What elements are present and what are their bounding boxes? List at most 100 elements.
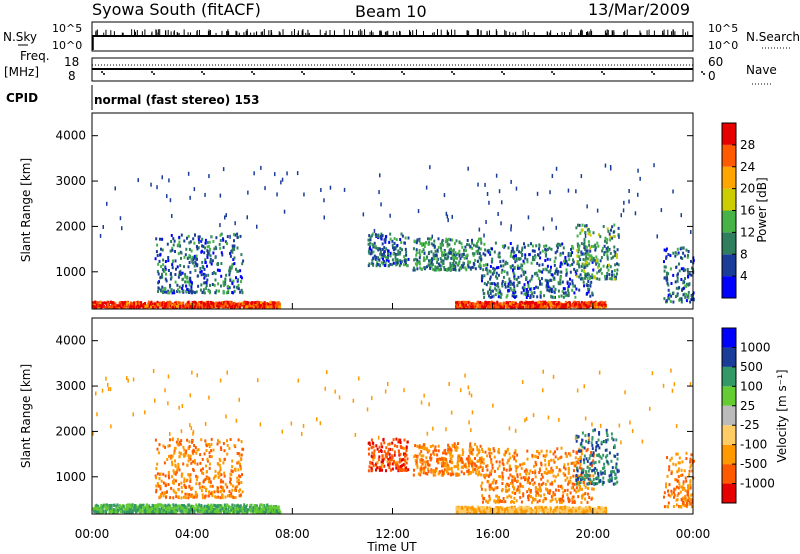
velocity-cell bbox=[387, 463, 390, 467]
power-ylabel: Slant Range [km] bbox=[19, 158, 33, 262]
power-cell bbox=[372, 250, 375, 254]
power-cell bbox=[232, 279, 235, 283]
power-cell bbox=[509, 283, 512, 287]
power-cell bbox=[554, 251, 557, 255]
power-cell bbox=[452, 261, 455, 265]
power-cell bbox=[549, 288, 552, 292]
power-cell bbox=[478, 263, 481, 266]
power-colorbar-tick-label: 4 bbox=[740, 269, 748, 283]
power-cell bbox=[535, 301, 538, 305]
power-cell bbox=[421, 243, 424, 247]
velocity-cell bbox=[372, 457, 375, 461]
velocity-cell bbox=[381, 454, 384, 458]
power-cell bbox=[387, 264, 390, 268]
power-cell bbox=[101, 303, 104, 307]
power-cell bbox=[467, 265, 470, 269]
power-cell bbox=[603, 251, 606, 255]
power-colorbar-swatch bbox=[722, 166, 736, 189]
power-cell bbox=[276, 304, 278, 308]
power-cell bbox=[247, 302, 250, 306]
power-cell bbox=[506, 304, 509, 308]
power-cell bbox=[689, 300, 692, 304]
power-cell bbox=[543, 305, 546, 309]
power-cell bbox=[430, 242, 433, 246]
velocity-cell bbox=[165, 491, 168, 494]
power-cell bbox=[512, 271, 515, 275]
power-cell bbox=[193, 254, 196, 258]
velocity-cell bbox=[222, 442, 225, 445]
power-cell bbox=[391, 258, 394, 262]
power-cell bbox=[570, 247, 572, 251]
freq-tick-bottom: 8 bbox=[68, 69, 76, 83]
velocity-cell bbox=[223, 474, 226, 478]
power-cell bbox=[206, 305, 209, 309]
power-cell bbox=[562, 304, 565, 308]
power-cell bbox=[189, 279, 192, 283]
power-cell bbox=[274, 304, 277, 307]
power-cell bbox=[200, 300, 203, 304]
power-cell bbox=[520, 302, 523, 306]
power-cell bbox=[551, 290, 553, 294]
velocity-cell bbox=[167, 474, 170, 478]
date-label: 13/Mar/2009 bbox=[588, 0, 690, 19]
power-cell bbox=[543, 244, 546, 248]
power-cell bbox=[180, 256, 182, 260]
velocity-cell bbox=[134, 509, 137, 512]
power-cell bbox=[586, 284, 589, 288]
power-cell bbox=[192, 303, 195, 307]
power-cell bbox=[587, 287, 590, 291]
power-cell bbox=[234, 221, 236, 226]
nave-dip bbox=[401, 71, 403, 73]
power-cell bbox=[196, 247, 199, 251]
power-cell bbox=[214, 278, 217, 282]
power-cell bbox=[260, 301, 262, 305]
power-cell bbox=[534, 272, 536, 276]
power-cell bbox=[548, 302, 551, 306]
velocity-cell bbox=[230, 506, 233, 510]
velocity-cell bbox=[275, 508, 278, 511]
velocity-cell bbox=[142, 503, 145, 507]
power-cell bbox=[489, 282, 492, 286]
nave-dip bbox=[103, 73, 105, 75]
power-cell bbox=[177, 301, 180, 305]
velocity-cell bbox=[155, 509, 158, 513]
power-cell bbox=[206, 241, 209, 244]
power-cell bbox=[513, 275, 516, 279]
power-cell bbox=[585, 255, 588, 259]
power-cell bbox=[155, 237, 158, 241]
power-cell bbox=[208, 249, 211, 253]
power-cell bbox=[221, 253, 224, 257]
velocity-cell bbox=[162, 506, 165, 510]
power-cell bbox=[186, 236, 188, 240]
power-cell bbox=[189, 195, 191, 200]
power-colorbar-swatch bbox=[722, 144, 736, 167]
velocity-cell bbox=[189, 494, 192, 498]
velocity-cell bbox=[273, 509, 276, 513]
power-cell bbox=[416, 267, 419, 271]
power-cell bbox=[544, 251, 547, 255]
power-cell bbox=[680, 213, 682, 218]
power-cell bbox=[427, 237, 430, 241]
power-cell bbox=[378, 190, 380, 195]
power-cell bbox=[240, 253, 243, 257]
power-cell bbox=[187, 234, 190, 238]
power-cell bbox=[539, 291, 542, 295]
power-cell bbox=[578, 263, 581, 267]
power-cell bbox=[521, 248, 524, 252]
power-cell bbox=[272, 304, 275, 308]
power-cell bbox=[170, 276, 173, 279]
velocity-cell bbox=[223, 503, 226, 507]
nave-dip bbox=[553, 73, 555, 75]
power-cell bbox=[531, 292, 534, 296]
power-cell bbox=[430, 259, 432, 262]
power-cell bbox=[394, 261, 397, 265]
power-cell bbox=[610, 228, 612, 232]
power-colorbar-tick-label: 20 bbox=[740, 182, 755, 196]
power-cell bbox=[231, 305, 234, 309]
power-cell bbox=[582, 262, 585, 266]
velocity-cell bbox=[188, 440, 191, 444]
velocity-cell bbox=[192, 452, 195, 456]
power-cell bbox=[193, 305, 196, 309]
power-cell bbox=[565, 272, 568, 276]
power-cell bbox=[583, 246, 586, 250]
